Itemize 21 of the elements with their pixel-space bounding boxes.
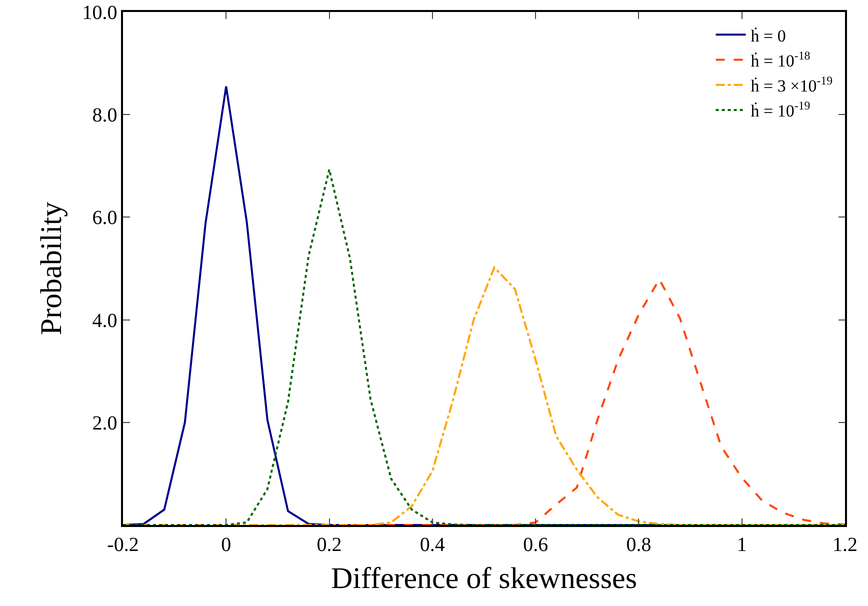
y-tick-label: 8.0	[92, 104, 118, 127]
x-tick-label: 1.2	[832, 534, 858, 556]
y-tick-label: 6.0	[92, 207, 118, 230]
y-tick-label: 4.0	[92, 310, 118, 332]
legend-label: ḣ = 10$^{-18}$	[750, 48, 810, 70]
x-tick-label: 0.4	[420, 534, 445, 556]
line-series	[123, 168, 845, 525]
x-tick-label: 1	[736, 534, 747, 556]
y-tick-label: 2.0	[92, 412, 118, 434]
x-tick-label: 0.8	[626, 534, 652, 556]
legend-label: ḣ = 10$^{-19}$	[750, 98, 810, 121]
legend-label: ḣ = 3 ×10$^{-19}$	[750, 73, 833, 96]
x-tick-label: 0	[221, 534, 232, 556]
x-tick-label: -0.2	[107, 534, 139, 556]
legend-label: ḣ = 0	[750, 26, 786, 46]
x-tick-label: 0.6	[523, 534, 548, 556]
y-tick-label: 10.0	[82, 2, 118, 24]
line-series	[123, 266, 845, 525]
y-axis-title: Probability	[34, 202, 68, 336]
x-axis-title: Difference of skewnesses	[331, 562, 637, 595]
x-tick-label: 0.2	[316, 534, 342, 556]
